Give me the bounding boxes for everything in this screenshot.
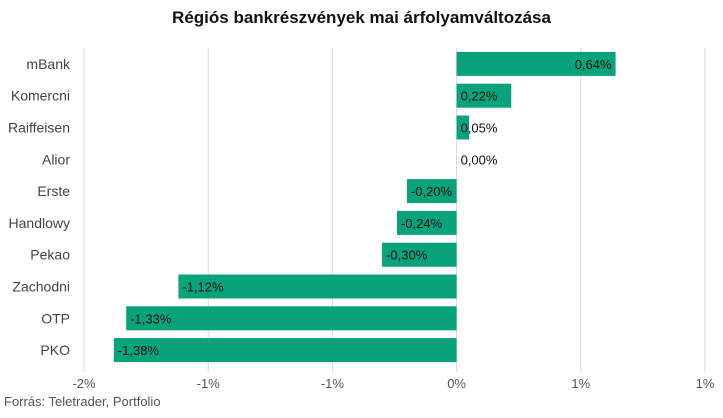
bar [406,179,457,204]
category-label: Raiffeisen [8,120,70,136]
value-label: -0,24% [401,216,443,231]
value-label: -1,38% [118,343,160,358]
value-label: -0,20% [411,184,453,199]
value-labels: 0,64% 0,22% 0,05% 0,00% -0,20% -0,24% -0,30% -1… [118,57,612,358]
x-tick-label: -2% [72,376,96,391]
category-label: Handlowy [9,215,70,231]
bar [126,306,457,331]
category-label: PKO [40,342,70,358]
category-label: Zachodni [12,279,70,295]
bar [382,242,457,267]
bar [113,338,457,363]
bar [456,51,616,76]
value-label: -1,33% [130,311,172,326]
category-label: Pekao [30,247,70,263]
value-label: 0,05% [461,121,498,136]
x-tick-label: 1% [696,376,715,391]
value-label: 0,22% [461,89,498,104]
category-label: mBank [26,56,71,72]
value-label: 0,00% [461,152,498,167]
value-label: 0,64% [575,57,612,72]
x-tick-label: -1% [197,376,221,391]
source-note: Forrás: Teletrader, Portfolio [4,394,161,409]
category-label: Alior [42,151,70,167]
category-labels: mBank Komercni Raiffeisen Alior Erste Handlow… [8,56,71,358]
value-label: -1,12% [182,280,224,295]
category-label: Komercni [11,88,70,104]
x-tick-label: 0% [447,376,466,391]
value-label: -0,30% [386,248,428,263]
bars [113,51,616,363]
x-tick-label: 1% [571,376,590,391]
category-label: Erste [37,183,70,199]
x-tick-labels: -2% -1% -1% 0% 1% 1% [72,376,714,391]
bar [456,83,512,108]
category-label: OTP [41,310,70,326]
x-tick-label: -1% [321,376,345,391]
bar [178,274,457,299]
chart-title: Régiós bankrészvények mai árfolyamváltoz… [172,8,551,27]
bar [456,115,470,140]
bar [396,210,457,235]
